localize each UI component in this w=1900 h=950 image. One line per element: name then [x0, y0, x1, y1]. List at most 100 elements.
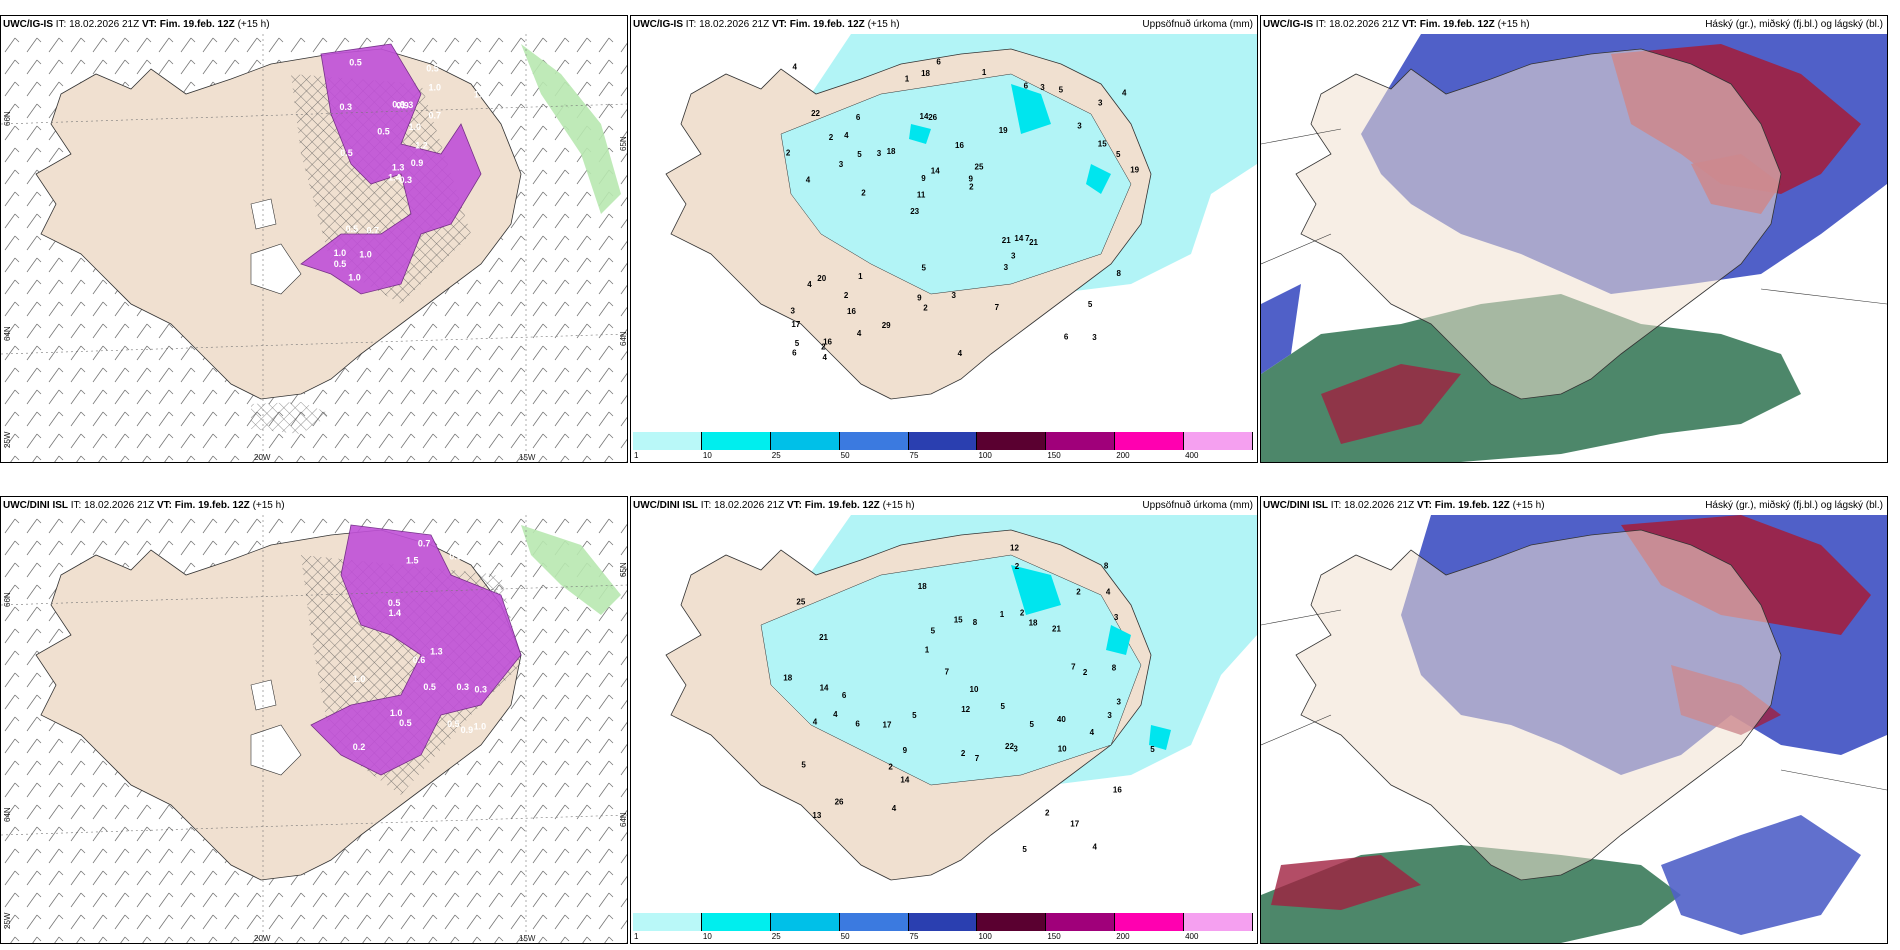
map-value-label: 19	[999, 126, 1008, 135]
colorbar-tick: 50	[840, 932, 850, 941]
map-value-label: 0.9	[411, 158, 424, 168]
map-value-label: 3	[1077, 121, 1082, 130]
colorbar: 1 10 25 50 75 100 150 200 400	[633, 913, 1253, 941]
panel-header: UWC/IG-IS IT: 18.02.2026 21Z VT: Fim. 19…	[3, 19, 270, 30]
map-value-label: 29	[882, 321, 891, 330]
map-value-label: 17	[1070, 820, 1079, 829]
map-value-label: 25	[975, 163, 984, 172]
colorbar-tick: 75	[909, 451, 919, 460]
colorbar-tick: 100	[978, 932, 992, 941]
colorbar-swatch	[908, 913, 978, 931]
map-value-label: 13	[812, 811, 821, 820]
snow-area	[310, 524, 522, 776]
map-value-label: 21	[1029, 238, 1038, 247]
map-value-label: 2	[821, 342, 826, 351]
map-value-label: 20	[817, 274, 826, 283]
map-value-label: 5	[912, 711, 917, 720]
wind-snow-panel-top: UWC/IG-IS IT: 18.02.2026 21Z VT: Fim. 19…	[0, 15, 628, 463]
map-value-label: 0.5	[399, 718, 412, 728]
map-value-label: 7	[975, 754, 980, 763]
map-value-label: 2	[1045, 808, 1050, 817]
map-value-label: 3	[839, 160, 844, 169]
cloud-map	[1261, 34, 1887, 462]
map-value-label: 18	[921, 69, 930, 78]
lat-label: 64N	[619, 331, 628, 346]
map-value-label: 16	[1113, 786, 1122, 795]
lon-label: 20W	[254, 934, 271, 943]
map-value-label: 4	[1106, 587, 1111, 596]
colorbar-swatch	[633, 432, 702, 450]
cloud-panel-top: UWC/IG-IS IT: 18.02.2026 21Z VT: Fim. 19…	[1260, 15, 1888, 463]
map-value-label: 2	[786, 149, 791, 158]
map-value-label: 14	[900, 776, 909, 785]
map-value-label: 5	[1001, 702, 1006, 711]
map-value-label: 25	[796, 597, 805, 606]
colorbar-tick: 25	[771, 932, 781, 941]
colorbar-tick: 150	[1047, 932, 1061, 941]
map-value-label: 2	[861, 189, 866, 198]
map-value-label: 26	[928, 113, 937, 122]
map-value-label: 4	[1122, 88, 1127, 97]
wind-snow-panel-bottom: UWC/DINI ISL IT: 18.02.2026 21Z VT: Fim.…	[0, 496, 628, 944]
map-value-label: 4	[844, 131, 849, 140]
colorbar-swatch	[770, 432, 840, 450]
map-value-label: 19	[1130, 166, 1139, 175]
map-value-label: 9	[921, 174, 926, 183]
map-value-label: 3	[1117, 697, 1122, 706]
map-value-label: 3	[1107, 711, 1112, 720]
map-value-label: 12	[1010, 543, 1019, 552]
colorbar-swatch	[839, 432, 909, 450]
map-value-label: 8	[1112, 663, 1117, 672]
panel-title: Uppsöfnuð úrkoma (mm)	[1142, 500, 1253, 511]
map-value-label: 2	[923, 304, 928, 313]
colorbar-tick: 75	[909, 932, 919, 941]
map-value-label: 0.5	[494, 568, 507, 578]
map-value-label: 2	[1083, 668, 1088, 677]
precip-panel-top: UWC/IG-IS IT: 18.02.2026 21Z VT: Fim. 19…	[630, 15, 1258, 463]
map-value-label: 1.3	[430, 646, 443, 656]
map-value-label: 1.2	[415, 141, 428, 151]
map-value-label: 12	[961, 705, 970, 714]
map-value-label: 14	[920, 112, 929, 121]
map-value-label: 21	[1002, 236, 1011, 245]
map-value-label: 3	[952, 291, 957, 300]
map-value-label: 1	[982, 68, 987, 77]
map-value-label: 0.6	[413, 655, 426, 665]
colorbar-tick: 400	[1185, 451, 1199, 460]
map-value-label: 1	[905, 75, 910, 84]
map-value-label: 1.3	[491, 751, 504, 761]
panel-header: UWC/DINI ISL IT: 18.02.2026 21Z VT: Fim.…	[3, 500, 285, 511]
map-value-label: 4	[1090, 728, 1095, 737]
map-value-label: 5	[1116, 150, 1121, 159]
map-value-label: 8	[1104, 561, 1109, 570]
map-value-label: 3	[1011, 251, 1016, 260]
map-value-label: 4	[807, 280, 812, 289]
map-value-label: 5	[857, 150, 862, 159]
map-value-label: 2	[961, 749, 966, 758]
iceland-land	[1295, 48, 1782, 400]
colorbar-tick: 1	[634, 451, 639, 460]
map-value-label: 3	[877, 149, 882, 158]
lat-label: 64N	[619, 812, 628, 827]
map-value-label: 16	[955, 141, 964, 150]
panel-title: Uppsöfnuð úrkoma (mm)	[1142, 19, 1253, 30]
map-value-label: 18	[1029, 618, 1038, 627]
map-value-label: 0.3	[475, 684, 488, 694]
map-value-label: 6	[1024, 82, 1029, 91]
map-value-label: 0.7	[418, 538, 431, 548]
map-value-label: 1.5	[406, 555, 419, 565]
map-value-label: 4	[823, 353, 828, 362]
colorbar-swatch	[1046, 432, 1116, 450]
colorbar-tick: 10	[702, 451, 712, 460]
colorbar-tick: 200	[1116, 932, 1130, 941]
map-value-label: 0.6	[392, 100, 405, 110]
map-value-label: 0.5	[346, 224, 359, 234]
map-value-label: 3	[1004, 263, 1009, 272]
map-value-label: 0.7	[367, 226, 380, 236]
panel-header: UWC/DINI ISL IT: 18.02.2026 21Z VT: Fim.…	[1263, 500, 1545, 511]
map-value-label: 5	[1059, 86, 1064, 95]
colorbar-swatch	[839, 913, 909, 931]
colorbar-swatch	[701, 432, 771, 450]
map-value-label: 9	[969, 174, 974, 183]
map-value-label: 1	[858, 272, 863, 281]
